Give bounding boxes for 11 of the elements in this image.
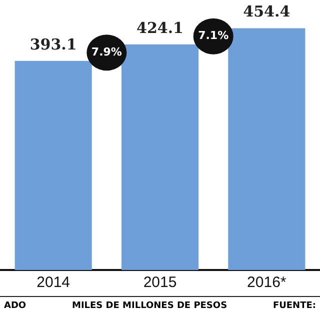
data-label: 454.4 (243, 2, 290, 21)
x-tick-label: 2014 (36, 274, 70, 292)
data-label: 393.1 (30, 35, 77, 54)
data-label: 424.1 (136, 18, 184, 37)
source-note: FUENTE: (272, 301, 316, 311)
text: MILES DE MILLONES DE PESOS (72, 301, 228, 311)
annotation: 7.1% (198, 29, 229, 42)
annotation: 7.9% (91, 45, 122, 58)
x-tick-label: 2016* (247, 274, 286, 292)
x-tick-label: 2015 (143, 274, 177, 292)
text: ADO (4, 301, 26, 311)
